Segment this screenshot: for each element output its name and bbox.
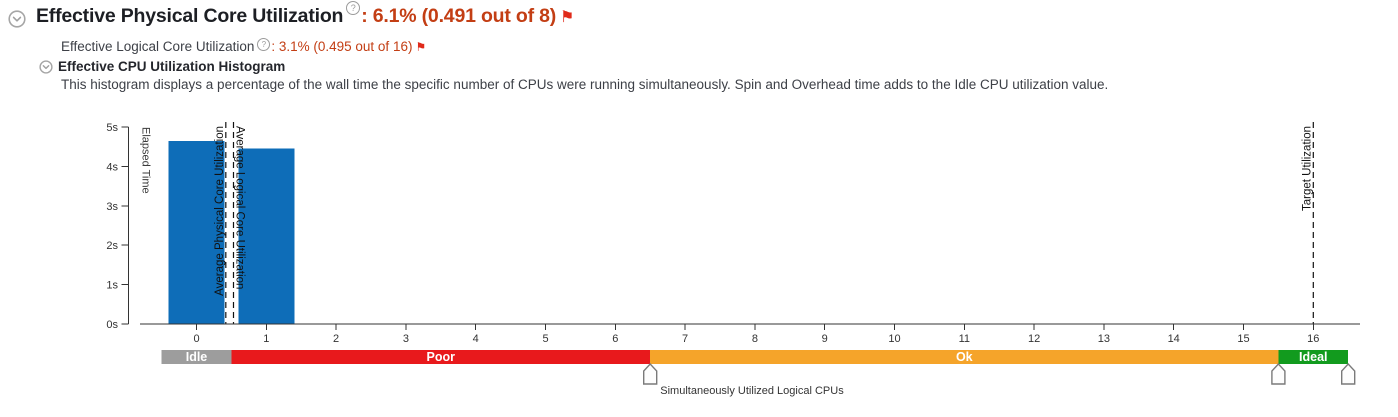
x-tick-label: 8 (752, 333, 758, 345)
y-tick-label: 2s (106, 240, 118, 252)
histogram-title: Effective CPU Utilization Histogram (58, 59, 286, 74)
physical-utilization-value: : 6.1% (0.491 out of 8) (361, 5, 557, 27)
section-title: Effective Physical Core Utilization (36, 5, 344, 27)
histogram-bar-1 (238, 148, 295, 324)
x-tick-label: 7 (682, 333, 688, 345)
x-tick-label: 9 (822, 333, 828, 345)
band-label-ideal: Ideal (1299, 350, 1328, 364)
cpu-utilization-histogram-chart: Average Physical Core Utilization Average… (106, 122, 1360, 397)
band-slider-handle[interactable] (1341, 362, 1356, 385)
chevron-down-circle-icon (8, 10, 26, 28)
band-slider-handle[interactable] (643, 362, 658, 385)
histogram-bar-0 (168, 140, 225, 324)
histogram-description: This histogram displays a percentage of … (61, 77, 1109, 92)
collapse-histogram-icon[interactable] (39, 59, 53, 74)
band-poor (231, 350, 651, 364)
x-tick-label: 14 (1168, 333, 1180, 345)
x-tick-label: 16 (1307, 333, 1319, 345)
help-icon[interactable]: ? (346, 1, 361, 15)
band-label-idle: Idle (186, 350, 208, 364)
y-axis-title: Elapsed Time (140, 127, 152, 194)
x-tick-label: 1 (263, 333, 269, 345)
x-tick-label: 5 (542, 333, 548, 345)
x-axis-title: Simultaneously Utilized Logical CPUs (660, 385, 844, 397)
x-tick-label: 13 (1098, 333, 1110, 345)
x-tick-label: 15 (1237, 333, 1249, 345)
y-tick-label: 0s (106, 319, 118, 331)
help-icon[interactable]: ? (257, 38, 271, 51)
chevron-down-circle-icon (39, 59, 53, 74)
x-tick-label: 3 (403, 333, 409, 345)
logical-utilization-label: Effective Logical Core Utilization (61, 39, 255, 54)
collapse-section-icon[interactable] (8, 10, 26, 28)
band-ideal (1278, 350, 1349, 364)
x-tick-label: 6 (612, 333, 618, 345)
average-logical-core-utilization-label: Average Logical Core Utilization (233, 126, 245, 289)
band-label-poor: Poor (427, 350, 456, 364)
x-tick-label: 0 (193, 333, 199, 345)
band-ok (650, 350, 1279, 364)
average-physical-core-utilization-label: Average Physical Core Utilization (214, 126, 226, 296)
x-tick-label: 2 (333, 333, 339, 345)
section-header: Effective Physical Core Utilization?: 6.… (36, 1, 575, 28)
x-tick-label: 10 (888, 333, 900, 345)
y-tick-label: 1s (106, 280, 118, 292)
y-tick-label: 5s (106, 122, 118, 134)
logical-utilization-row: Effective Logical Core Utilization?: 3.1… (61, 38, 427, 54)
target-utilization-label: Target Utilization (1301, 126, 1313, 211)
x-tick-label: 4 (473, 333, 479, 345)
flag-icon: ⚑ (415, 40, 427, 54)
band-idle (161, 350, 232, 364)
x-tick-label: 11 (959, 333, 970, 345)
flag-icon: ⚑ (560, 7, 575, 26)
y-tick-label: 3s (106, 201, 118, 213)
y-tick-label: 4s (106, 161, 118, 173)
band-slider-handle[interactable] (1271, 362, 1286, 385)
band-label-ok: Ok (956, 350, 973, 364)
histogram-header: Effective CPU Utilization Histogram (39, 59, 285, 74)
logical-utilization-value: : 3.1% (0.495 out of 16) (271, 39, 413, 54)
x-tick-label: 12 (1028, 333, 1040, 345)
